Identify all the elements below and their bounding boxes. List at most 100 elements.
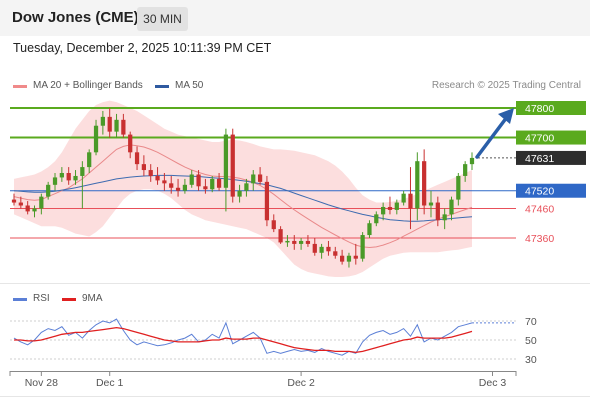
candle-body bbox=[39, 196, 44, 209]
candle-body bbox=[244, 183, 249, 191]
candle-body bbox=[155, 175, 160, 181]
level-tag-47800 bbox=[516, 101, 586, 115]
forecast-arrow-head bbox=[498, 108, 514, 124]
level-label-47631: 47631 bbox=[525, 153, 554, 165]
rsi-line bbox=[13, 318, 473, 356]
candle-body bbox=[340, 255, 345, 262]
rsi-ma-legend-swatch bbox=[62, 298, 76, 301]
rsi-tick-label: 70 bbox=[525, 316, 537, 328]
candle-body bbox=[237, 190, 242, 197]
candle-body bbox=[93, 125, 99, 153]
header-bar: Dow Jones (CME) 30 MIN bbox=[0, 0, 590, 36]
credit-text: Research © 2025 Trading Central bbox=[431, 80, 581, 91]
candle-body bbox=[100, 116, 105, 126]
candle-body bbox=[25, 205, 30, 212]
ma20-legend-swatch bbox=[13, 85, 27, 88]
candle-body bbox=[52, 177, 58, 185]
rsi-tick-label: 30 bbox=[525, 354, 537, 366]
candle-body bbox=[442, 214, 447, 221]
ma20-legend-label: MA 20 + Bollinger Bands bbox=[33, 80, 143, 91]
candle-body bbox=[121, 119, 126, 135]
candle-body bbox=[298, 240, 304, 244]
candle-body bbox=[203, 186, 208, 190]
candle-body bbox=[346, 255, 352, 262]
candle-body bbox=[189, 174, 194, 185]
candle-body bbox=[305, 240, 311, 244]
candle-body bbox=[469, 157, 475, 165]
candle-body bbox=[182, 184, 188, 191]
candle-body bbox=[148, 170, 153, 176]
candle-body bbox=[32, 208, 37, 212]
candle-body bbox=[66, 173, 71, 181]
x-tick-label: Dec 2 bbox=[287, 377, 315, 389]
candle-body bbox=[87, 152, 92, 168]
level-label-47700: 47700 bbox=[525, 133, 554, 145]
candle-body bbox=[196, 174, 201, 187]
level-tag-47631 bbox=[516, 150, 586, 165]
candle-body bbox=[381, 206, 386, 215]
candle-body bbox=[463, 164, 468, 176]
candle-body bbox=[175, 187, 181, 191]
candle-body bbox=[210, 178, 215, 190]
candle-body bbox=[374, 214, 379, 224]
rsi-legend-swatch bbox=[13, 298, 27, 301]
forecast-arrow-shaft bbox=[475, 115, 509, 159]
candle-body bbox=[428, 202, 434, 206]
ma20-line bbox=[13, 144, 473, 249]
candle-body bbox=[271, 220, 276, 230]
ma50-legend-swatch bbox=[155, 85, 169, 88]
x-tick-label: Dec 3 bbox=[479, 377, 507, 389]
instrument-title: Dow Jones (CME) bbox=[12, 9, 139, 26]
candle-body bbox=[394, 202, 399, 210]
level-tag-47700 bbox=[516, 130, 586, 145]
candle-body bbox=[134, 152, 140, 165]
candle-body bbox=[107, 116, 112, 132]
candle-body bbox=[408, 193, 413, 209]
timestamp: Tuesday, December 2, 2025 10:11:39 PM CE… bbox=[13, 41, 272, 55]
candle-body bbox=[46, 184, 51, 197]
ma50-legend-label: MA 50 bbox=[175, 80, 204, 91]
candle-body bbox=[401, 193, 406, 203]
candle-body bbox=[162, 180, 167, 184]
rsi-tick-label: 50 bbox=[525, 335, 537, 347]
candle-body bbox=[11, 199, 17, 203]
candle-body bbox=[285, 240, 290, 243]
candle-body bbox=[333, 251, 338, 256]
candle-body bbox=[141, 164, 146, 171]
x-tick-label: Nov 28 bbox=[25, 377, 58, 389]
candle-body bbox=[128, 134, 133, 153]
candle-body bbox=[114, 119, 119, 132]
candle-body bbox=[319, 246, 324, 253]
candle-body bbox=[80, 167, 85, 176]
candle-body bbox=[251, 174, 256, 184]
candle-body bbox=[367, 223, 372, 236]
rsi-ma-line bbox=[14, 326, 473, 354]
candle-body bbox=[18, 202, 23, 206]
candle-body bbox=[230, 134, 235, 197]
candle-body bbox=[312, 243, 317, 253]
level-label-47360: 47360 bbox=[525, 233, 554, 245]
rsi-ma-legend-label: 9MA bbox=[82, 293, 103, 304]
candle-body bbox=[257, 174, 263, 182]
candle-body bbox=[415, 161, 420, 209]
candle-body bbox=[169, 183, 174, 188]
candle-body bbox=[353, 255, 358, 259]
candle-body bbox=[456, 175, 461, 200]
candle-body bbox=[326, 246, 331, 252]
candle-body bbox=[264, 181, 270, 221]
candle-body bbox=[73, 175, 78, 181]
level-label-47520: 47520 bbox=[525, 186, 554, 198]
level-label-47800: 47800 bbox=[525, 103, 554, 115]
x-tick-label: Dec 1 bbox=[96, 377, 124, 389]
candle-body bbox=[422, 161, 427, 206]
rsi-legend-label: RSI bbox=[33, 293, 50, 304]
level-label-47460: 47460 bbox=[525, 203, 554, 215]
candle-body bbox=[223, 134, 229, 188]
level-tag-47520 bbox=[516, 183, 586, 198]
candle-body bbox=[387, 206, 393, 210]
candle-body bbox=[216, 178, 222, 188]
candle-body bbox=[292, 240, 297, 244]
timeframe-button[interactable]: 30 MIN bbox=[137, 7, 188, 31]
